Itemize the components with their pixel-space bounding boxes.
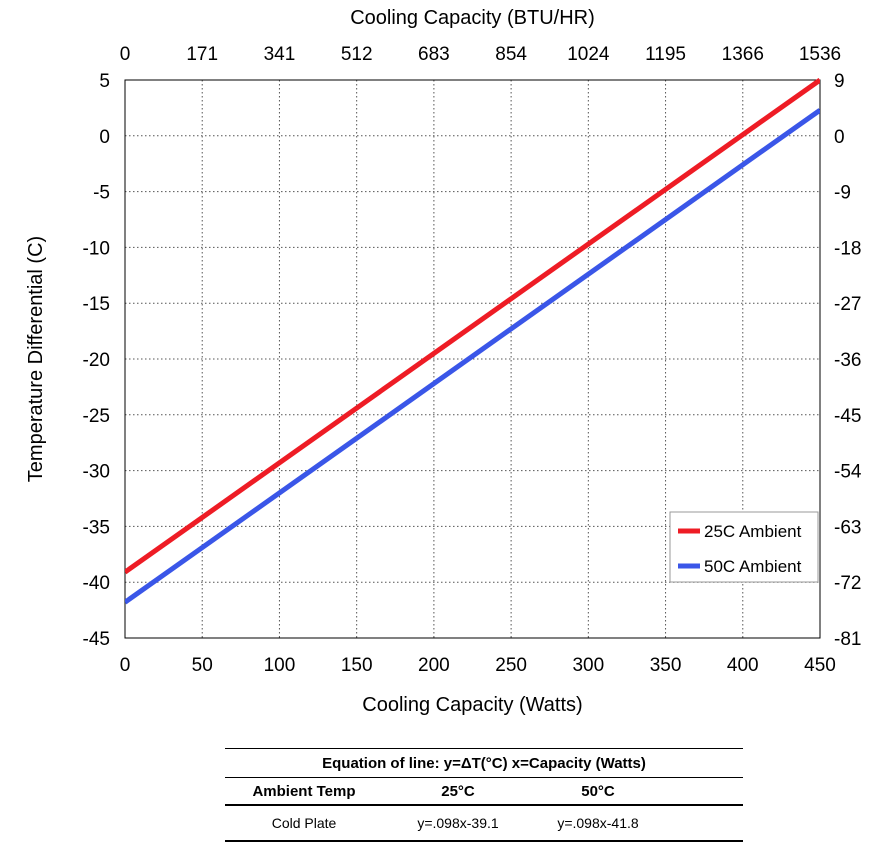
series-line-2 (125, 108, 820, 605)
y2-tick-label: -9 (834, 183, 851, 204)
y-tick-label: -10 (83, 238, 110, 259)
x-tick-label: 200 (418, 655, 450, 676)
x2-tick-label: 1024 (567, 44, 610, 65)
legend-label: 50C Ambient (704, 557, 802, 576)
y-tick-label: 5 (99, 71, 110, 92)
x2-tick-label: 171 (186, 44, 218, 65)
x2-axis-title: Cooling Capacity (BTU/HR) (350, 7, 595, 29)
header-ambient-temp: Ambient Temp (252, 782, 356, 800)
y-tick-label: 0 (99, 127, 110, 148)
y2-tick-label: -27 (834, 294, 861, 315)
x2-tick-label: 0 (120, 44, 131, 65)
y2-tick-label: -81 (834, 629, 861, 650)
equation-25c: y=.098x-39.1 (417, 815, 499, 831)
y-axis-title: Temperature Differential (C) (25, 236, 47, 482)
equation-50c: y=.098x-41.8 (557, 815, 639, 831)
y2-tick-label: 9 (834, 71, 845, 92)
y-tick-label: -45 (83, 629, 110, 650)
y-tick-label: -25 (83, 406, 110, 427)
x-tick-label: 100 (264, 655, 296, 676)
series-line-1 (125, 78, 820, 575)
x-tick-label: 250 (495, 655, 527, 676)
x-axis-title: Cooling Capacity (Watts) (362, 694, 582, 716)
x2-tick-label: 1536 (799, 44, 841, 65)
x-tick-label: 450 (804, 655, 836, 676)
y-tick-label: -15 (83, 294, 110, 315)
x2-tick-label: 512 (341, 44, 373, 65)
x-tick-label: 50 (192, 655, 213, 676)
x-tick-label: 150 (341, 655, 373, 676)
y2-tick-label: 0 (834, 127, 845, 148)
table-header-row: Ambient Temp 25°C 50°C (225, 778, 743, 806)
x2-tick-label: 1366 (722, 44, 764, 65)
x2-tick-label: 1195 (645, 44, 686, 65)
x-tick-label: 0 (120, 655, 131, 676)
y-tick-label: -35 (83, 517, 110, 538)
x2-tick-label: 683 (418, 44, 450, 65)
x-tick-label: 300 (572, 655, 604, 676)
plot-frame (124, 79, 821, 639)
y2-tick-label: -45 (834, 406, 861, 427)
y2-tick-label: -63 (834, 517, 861, 538)
y2-tick-label: -72 (834, 573, 861, 594)
y2-tick-label: -18 (834, 238, 861, 259)
header-25c: 25°C (441, 782, 475, 800)
equation-table: Equation of line: y=ΔT(°C) x=Capacity (W… (225, 748, 743, 842)
x2-tick-label: 341 (264, 44, 296, 65)
y-tick-label: -30 (83, 462, 110, 483)
row-label: Cold Plate (271, 815, 337, 831)
legend-label: 25C Ambient (704, 522, 802, 541)
y2-tick-label: -54 (834, 462, 862, 483)
y-tick-label: -20 (83, 350, 110, 371)
legend (669, 511, 819, 583)
x-tick-label: 400 (727, 655, 759, 676)
table-row: Cold Plate y=.098x-39.1 y=.098x-41.8 (225, 806, 743, 842)
y2-tick-label: -36 (834, 350, 861, 371)
y-tick-label: -5 (93, 183, 110, 204)
header-50c: 50°C (581, 782, 615, 800)
table-caption: Equation of line: y=ΔT(°C) x=Capacity (W… (225, 748, 743, 778)
x-tick-label: 350 (650, 655, 682, 676)
x2-tick-label: 854 (495, 44, 527, 65)
y-tick-label: -40 (83, 573, 110, 594)
